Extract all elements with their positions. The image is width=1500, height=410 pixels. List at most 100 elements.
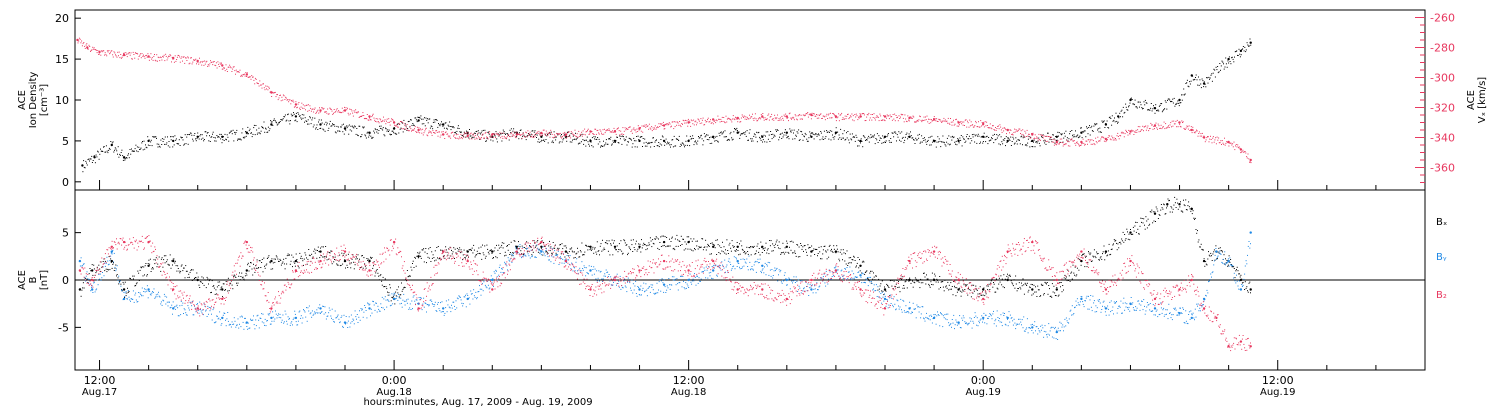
bx-series-sample <box>917 280 919 282</box>
velocity-series-sample <box>669 123 671 125</box>
velocity-series-sample <box>1202 136 1204 138</box>
density-series-sample <box>1158 110 1160 112</box>
velocity-series-sample <box>1062 142 1063 144</box>
density-series-sample <box>354 126 356 128</box>
bx-series-sample <box>181 264 183 266</box>
velocity-series-sample <box>474 138 476 140</box>
density-series-sample <box>1100 131 1101 133</box>
bx-series-sample <box>117 277 119 279</box>
density-series-sample <box>648 143 650 144</box>
velocity-series-sample <box>268 86 270 88</box>
density-series-sample <box>735 129 737 131</box>
velocity-series-sample <box>210 62 212 63</box>
bx-series-sample <box>967 294 969 296</box>
density-series-sample <box>348 133 350 135</box>
bx-series-sample <box>705 239 707 241</box>
density-series-sample <box>600 145 602 147</box>
velocity-series-sample <box>332 113 334 115</box>
density-series-sample <box>840 128 842 130</box>
bx-series-sample <box>160 258 162 260</box>
bx-series-sample <box>290 260 292 262</box>
density-series-point <box>172 139 175 143</box>
velocity-series-sample <box>850 116 852 118</box>
velocity-series-sample <box>969 125 971 127</box>
density-series-sample <box>623 138 625 140</box>
bx-series-sample <box>95 272 97 274</box>
velocity-series-sample <box>271 96 273 97</box>
density-series-point <box>1055 135 1059 138</box>
velocity-series-sample <box>1056 142 1058 144</box>
velocity-series-sample <box>1241 151 1243 153</box>
bx-series-sample <box>221 286 223 288</box>
velocity-series-sample <box>446 133 448 135</box>
density-series-sample <box>951 139 953 141</box>
density-series-sample <box>223 136 224 138</box>
density-series-sample <box>354 125 356 127</box>
velocity-series-sample <box>1191 132 1193 134</box>
bx-series-sample <box>1200 243 1202 245</box>
velocity-series-sample <box>502 137 504 139</box>
velocity-series-sample <box>1221 144 1222 145</box>
density-series-sample <box>971 134 973 136</box>
density-series-sample <box>376 131 378 133</box>
bx-series-sample <box>639 243 641 245</box>
density-series-sample <box>644 138 646 140</box>
density-series-sample <box>1200 83 1202 85</box>
density-series-point <box>417 119 420 122</box>
velocity-series-sample <box>1168 125 1169 127</box>
velocity-series-sample <box>640 130 642 132</box>
density-series-sample <box>332 124 334 126</box>
bx-series-sample <box>433 257 435 259</box>
bx-series-sample <box>147 263 149 264</box>
density-series-sample <box>862 146 864 148</box>
velocity-series-sample <box>386 118 388 120</box>
bx-series-sample <box>1225 262 1227 264</box>
bx-series-sample <box>124 281 126 283</box>
density-series-sample <box>510 128 512 130</box>
velocity-series-sample <box>806 113 808 115</box>
velocity-series-sample <box>433 132 435 133</box>
velocity-series-sample <box>766 118 768 120</box>
bx-series-sample <box>1125 238 1127 240</box>
bx-series-sample <box>562 248 564 250</box>
bx-series-sample <box>840 249 842 251</box>
density-series-sample <box>720 131 722 133</box>
bx-series-sample <box>780 252 782 254</box>
velocity-series-sample <box>415 131 417 132</box>
density-series-sample <box>1170 101 1171 103</box>
velocity-series-sample <box>830 112 831 114</box>
density-series-sample <box>1108 117 1110 119</box>
bx-series-sample <box>194 278 195 279</box>
density-series-sample <box>689 145 691 147</box>
density-series-sample <box>567 131 569 133</box>
density-series-sample <box>915 139 917 141</box>
velocity-series-sample <box>424 130 426 132</box>
bx-series-sample <box>692 250 694 252</box>
velocity-series-sample <box>301 102 303 104</box>
bx-series-sample <box>624 240 626 242</box>
velocity-series-sample <box>660 124 662 126</box>
bx-series-sample <box>225 289 226 291</box>
velocity-series-sample <box>634 129 636 131</box>
velocity-series-sample <box>188 63 190 65</box>
bx-series-point <box>221 288 224 291</box>
bx-series-sample <box>1023 284 1025 286</box>
velocity-axis-label: ACEVₓ [km/s] <box>1466 77 1488 123</box>
velocity-series-sample <box>736 118 738 120</box>
density-series-sample <box>1012 136 1014 138</box>
velocity-series-sample <box>1115 138 1116 139</box>
velocity-series-sample <box>718 118 720 120</box>
bx-series-sample <box>1236 266 1238 268</box>
velocity-series-sample <box>725 115 727 117</box>
bx-series-sample <box>1171 211 1173 213</box>
bx-series-sample <box>534 242 536 244</box>
density-series-sample <box>1060 133 1062 135</box>
velocity-series-sample <box>947 122 949 124</box>
density-series-sample <box>923 140 925 141</box>
velocity-series-sample <box>1155 122 1157 124</box>
velocity-series-sample <box>218 63 220 65</box>
bx-series-sample <box>859 259 860 261</box>
bx-series-sample <box>599 254 600 256</box>
density-series-sample <box>683 144 685 146</box>
bx-series-sample <box>801 248 803 250</box>
